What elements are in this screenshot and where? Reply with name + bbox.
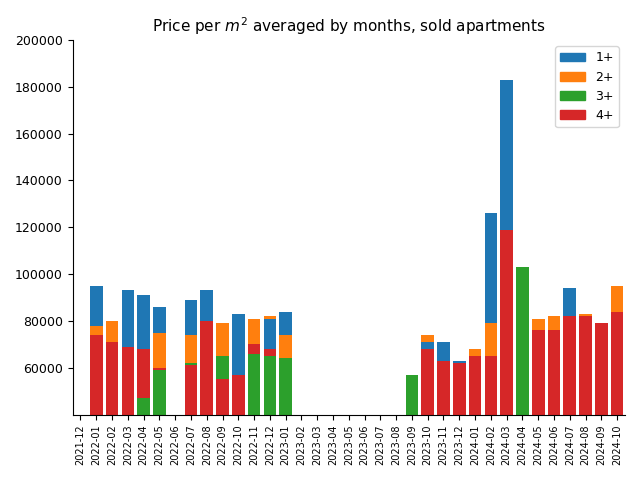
Bar: [484, 323, 497, 480]
Bar: [106, 321, 118, 480]
Bar: [185, 363, 197, 480]
Bar: [216, 356, 229, 480]
Bar: [468, 356, 481, 480]
Bar: [563, 288, 576, 480]
Bar: [153, 368, 166, 480]
Bar: [232, 375, 244, 480]
Bar: [185, 365, 197, 480]
Bar: [548, 330, 560, 480]
Bar: [232, 314, 244, 480]
Bar: [248, 354, 260, 480]
Bar: [248, 319, 260, 480]
Bar: [484, 356, 497, 480]
Bar: [153, 307, 166, 480]
Bar: [611, 312, 623, 480]
Bar: [532, 330, 545, 480]
Bar: [216, 379, 229, 480]
Bar: [185, 300, 197, 480]
Bar: [200, 321, 213, 480]
Bar: [563, 316, 576, 480]
Bar: [122, 347, 134, 480]
Bar: [138, 295, 150, 480]
Bar: [468, 349, 481, 480]
Bar: [264, 356, 276, 480]
Bar: [122, 290, 134, 480]
Bar: [90, 325, 102, 480]
Bar: [185, 335, 197, 480]
Bar: [595, 323, 607, 480]
Bar: [153, 370, 166, 480]
Bar: [421, 335, 434, 480]
Bar: [216, 323, 229, 480]
Bar: [138, 398, 150, 480]
Bar: [264, 349, 276, 480]
Bar: [548, 316, 560, 480]
Bar: [421, 349, 434, 480]
Bar: [421, 342, 434, 480]
Bar: [579, 314, 592, 480]
Bar: [437, 342, 450, 480]
Bar: [453, 360, 465, 480]
Bar: [264, 316, 276, 480]
Bar: [153, 333, 166, 480]
Bar: [106, 342, 118, 480]
Bar: [248, 344, 260, 480]
Bar: [516, 267, 529, 480]
Bar: [500, 229, 513, 480]
Bar: [90, 286, 102, 480]
Bar: [138, 349, 150, 480]
Bar: [579, 316, 592, 480]
Bar: [532, 319, 545, 480]
Bar: [264, 319, 276, 480]
Bar: [437, 360, 450, 480]
Bar: [279, 359, 292, 480]
Bar: [279, 335, 292, 480]
Bar: [279, 312, 292, 480]
Bar: [611, 286, 623, 480]
Title: Price per $m^2$ averaged by months, sold apartments: Price per $m^2$ averaged by months, sold…: [152, 15, 545, 36]
Bar: [406, 375, 419, 480]
Bar: [90, 335, 102, 480]
Legend: 1+, 2+, 3+, 4+: 1+, 2+, 3+, 4+: [556, 46, 619, 127]
Bar: [453, 363, 465, 480]
Bar: [200, 290, 213, 480]
Bar: [484, 213, 497, 480]
Bar: [500, 80, 513, 480]
